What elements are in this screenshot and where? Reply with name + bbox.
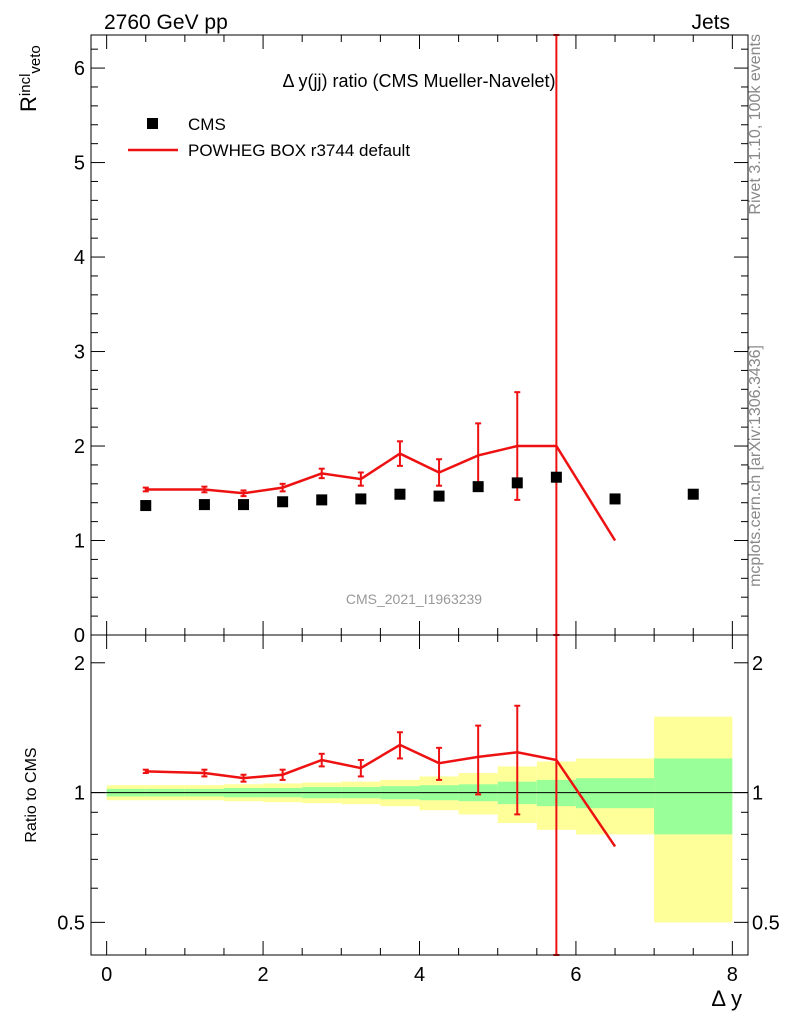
legend: CMS POWHEG BOX r3744 default	[128, 115, 410, 160]
x-axis-label: Δ y	[711, 986, 742, 1011]
y-tick-label-main: 2	[74, 436, 85, 458]
y-tick-label-ratio-right: 1	[752, 783, 763, 805]
cms-point	[472, 481, 484, 493]
band-inner	[575, 778, 655, 809]
uncertainty-bands	[106, 716, 733, 923]
y-tick-label-ratio: 1	[74, 783, 85, 805]
plot-title: Δ y(jj) ratio (CMS Mueller-Navelet)	[282, 71, 555, 91]
cms-point	[433, 490, 445, 502]
y-tick-label-main: 1	[74, 531, 85, 553]
y-tick-label-main: 4	[74, 247, 85, 269]
powheg-ratio-line	[145, 743, 617, 848]
cms-point	[316, 494, 328, 506]
side-rivet-text: Rivet 3.1.10, 100k events	[747, 34, 764, 215]
cms-point	[277, 496, 289, 508]
analysis-id: CMS_2021_I1963239	[346, 591, 482, 607]
cms-point	[609, 493, 621, 505]
cms-point	[140, 500, 152, 512]
band-inner	[654, 758, 733, 835]
y-tick-label-main: 6	[74, 58, 85, 80]
legend-powheg-label: POWHEG BOX r3744 default	[188, 141, 410, 160]
ratio-series	[142, 634, 617, 956]
y-tick-label-main: 0	[74, 625, 85, 647]
side-mcplots-text: mcplots.cern.ch [arXiv:1306.3436]	[747, 345, 764, 587]
axes: 0 2 4 6 8 0 1 2 3 4 5 6 0.5 0.5 1 1 2 2	[57, 34, 780, 986]
x-tick-label: 0	[101, 964, 112, 986]
cms-point	[394, 488, 406, 500]
y-axis-label-main: Rinclveto	[16, 45, 44, 112]
header-left: 2760 GeV pp	[104, 11, 228, 34]
cms-point	[238, 499, 250, 511]
cms-point	[355, 493, 367, 505]
cms-point	[198, 499, 210, 511]
cms-point	[550, 471, 562, 483]
y-tick-label-main: 5	[74, 153, 85, 175]
cms-point	[511, 477, 523, 489]
y-tick-label-ratio: 0.5	[57, 912, 85, 934]
x-tick-label: 4	[414, 964, 425, 986]
x-tick-label: 8	[727, 964, 738, 986]
x-tick-label: 6	[570, 964, 581, 986]
y-tick-label-ratio-right: 0.5	[752, 912, 780, 934]
x-tick-label: 2	[258, 964, 269, 986]
y-tick-label-ratio-right: 2	[752, 653, 763, 675]
y-tick-label-ratio: 2	[74, 653, 85, 675]
cms-point	[687, 488, 699, 500]
main-series	[140, 34, 699, 636]
powheg-line	[145, 444, 617, 542]
y-axis-label-ratio: Ratio to CMS	[23, 747, 40, 842]
header-right: Jets	[691, 11, 730, 34]
y-tick-label-main: 3	[74, 342, 85, 364]
legend-cms-marker	[147, 118, 158, 129]
legend-cms-label: CMS	[188, 115, 226, 134]
